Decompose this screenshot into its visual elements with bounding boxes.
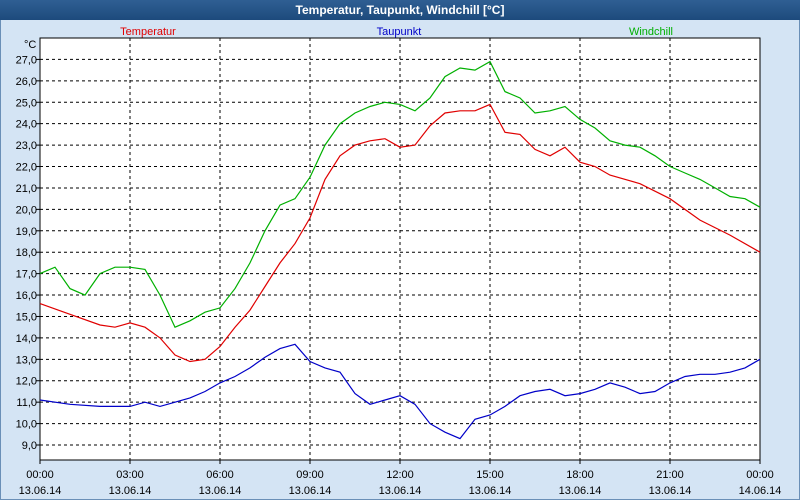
x-tick-date: 13.06.14 <box>109 485 152 497</box>
y-tick-label: 23,0 <box>16 140 37 152</box>
x-tick-time: 00:00 <box>746 469 774 481</box>
x-tick-date: 13.06.14 <box>559 485 602 497</box>
y-tick-label: 26,0 <box>16 76 37 88</box>
y-tick-label: 15,0 <box>16 311 37 323</box>
y-tick-label: 18,0 <box>16 247 37 259</box>
y-tick-label: 11,0 <box>16 397 37 409</box>
y-axis-ticks: 27,0 26,0 25,0 24,0 23,0 22,0 21,0 20,0 19,0 18,0… <box>16 54 40 452</box>
y-tick-label: 27,0 <box>16 54 37 66</box>
series-line-taupunkt <box>39 343 761 440</box>
x-tick-date: 13.06.14 <box>19 485 62 497</box>
y-tick-label: 13,0 <box>16 354 37 366</box>
x-tick-date: 13.06.14 <box>379 485 422 497</box>
x-tick-time: 06:00 <box>206 469 234 481</box>
x-tick-time: 03:00 <box>116 469 144 481</box>
y-tick-label: 14,0 <box>16 333 37 345</box>
x-axis-ticks: 00:00 13.06.14 03:00 13.06.14 06:00 13.06.14 0… <box>19 460 782 497</box>
x-tick-date: 14.06.14 <box>739 485 782 497</box>
x-tick-date: 13.06.14 <box>199 485 242 497</box>
x-tick-time: 09:00 <box>296 469 324 481</box>
series-line-windchill <box>39 60 761 328</box>
y-tick-label: 21,0 <box>16 183 37 195</box>
y-tick-label: 22,0 <box>16 162 37 174</box>
y-tick-label: 9,0 <box>22 440 37 452</box>
y-axis-label: °C <box>24 39 36 51</box>
x-tick-date: 13.06.14 <box>289 485 332 497</box>
chart-title: Temperatur, Taupunkt, Windchill [°C] <box>0 0 800 20</box>
x-tick-time: 18:00 <box>566 469 594 481</box>
x-tick-time: 21:00 <box>656 469 684 481</box>
x-tick-date: 13.06.14 <box>469 485 512 497</box>
y-tick-label: 24,0 <box>16 119 37 131</box>
y-tick-label: 10,0 <box>16 419 37 431</box>
x-tick-date: 13.06.14 <box>649 485 692 497</box>
y-tick-label: 16,0 <box>16 290 37 302</box>
y-tick-label: 25,0 <box>16 97 37 109</box>
y-tick-label: 12,0 <box>16 376 37 388</box>
series-line-temperatur <box>39 103 761 363</box>
legend-taupunkt: Taupunkt <box>377 26 422 38</box>
x-tick-time: 00:00 <box>26 469 54 481</box>
y-tick-label: 17,0 <box>16 269 37 281</box>
series-lines <box>39 60 761 440</box>
x-tick-time: 15:00 <box>476 469 504 481</box>
y-tick-label: 20,0 <box>16 204 37 216</box>
legend-windchill: Windchill <box>629 26 673 38</box>
x-tick-time: 12:00 <box>386 469 414 481</box>
y-tick-label: 19,0 <box>16 226 37 238</box>
legend-temperatur: Temperatur <box>120 26 176 38</box>
